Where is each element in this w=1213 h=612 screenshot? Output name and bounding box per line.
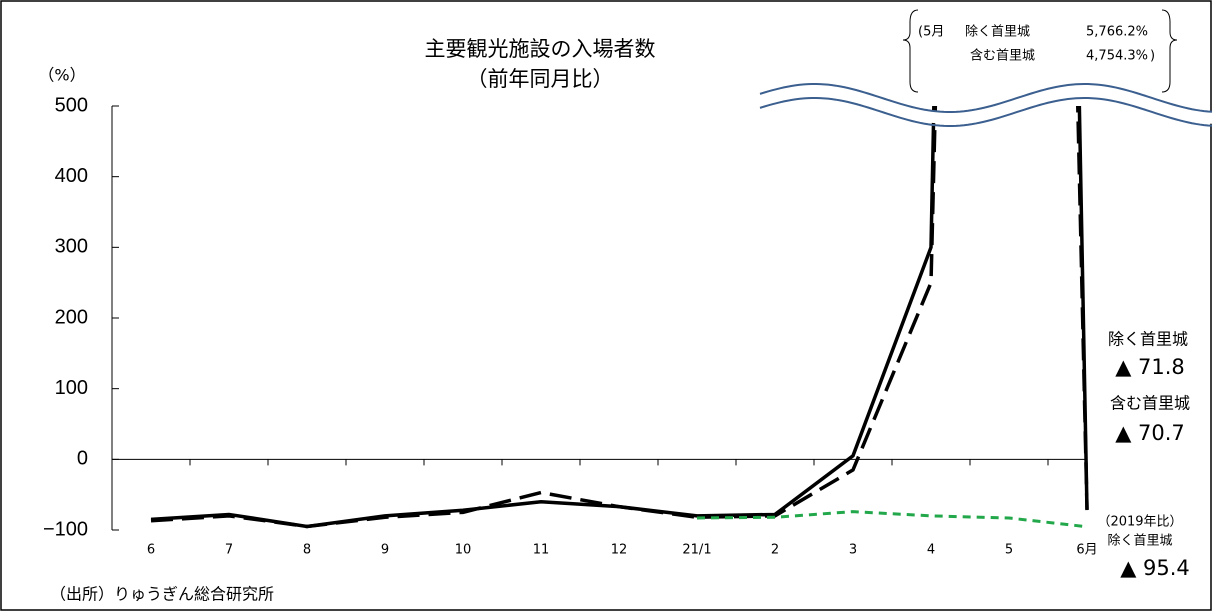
series-line (150, 106, 1089, 529)
x-tick-label: 11 (533, 543, 550, 558)
y-tick-label: −100 (43, 518, 88, 540)
legend-label: 除く首里城 (1107, 534, 1172, 549)
source: （出所）りゅうぎん総合研究所 (50, 585, 274, 604)
value-label: 4,754.3% (1086, 49, 1148, 64)
series-line (150, 106, 1089, 529)
value-label: ▲ 95.4 (1120, 556, 1190, 580)
x-tick-label: 3 (849, 543, 857, 558)
x-tick-label: 7 (225, 543, 233, 558)
y-tick-label: 0 (77, 448, 88, 470)
y-tick-label: 500 (55, 94, 88, 116)
chart-title: 主要観光施設の入場者数 (425, 37, 656, 61)
chart-subtitle: （前年同月比） (467, 67, 614, 91)
break-fill (760, 84, 1212, 124)
annotation: 除く首里城 (965, 25, 1030, 40)
annotation: 含む首里城 (970, 48, 1035, 64)
legend-label: 含む首里城 (1110, 394, 1190, 413)
plot-area (150, 106, 1089, 529)
y-tick-label: 200 (55, 306, 88, 328)
break-line (759, 97, 1213, 127)
x-tick-label: 6 (147, 543, 155, 558)
brace (902, 9, 919, 93)
x-tick-label: 5 (1005, 543, 1013, 558)
x-tick-label: 8 (303, 543, 311, 558)
x-tick-label: 2 (771, 543, 779, 558)
x-tick-label: 6月 (1076, 543, 1097, 558)
y-unit: （%） (38, 66, 85, 85)
legend-label: 除く首里城 (1108, 330, 1188, 349)
break-line (759, 83, 1213, 113)
series-line (696, 510, 1088, 529)
y-tick-label: 400 (55, 165, 88, 187)
value-label: 5,766.2% (1086, 25, 1148, 40)
legend-note: （2019年比） (1097, 515, 1182, 530)
annotation: (5月 (918, 25, 944, 40)
x-tick-label: 10 (455, 543, 472, 558)
x-tick-label: 9 (381, 543, 389, 558)
x-tick-label: 4 (927, 543, 935, 558)
x-tick-label: 12 (611, 543, 628, 558)
value-label: ▲ 70.7 (1115, 421, 1185, 445)
y-tick-label: 300 (55, 236, 88, 258)
y-tick-label: 100 (55, 377, 88, 399)
value-label: ▲ 71.8 (1115, 355, 1185, 379)
annotation: ) (1150, 49, 1155, 64)
brace (1161, 9, 1178, 93)
x-tick-label: 21/1 (682, 543, 711, 558)
